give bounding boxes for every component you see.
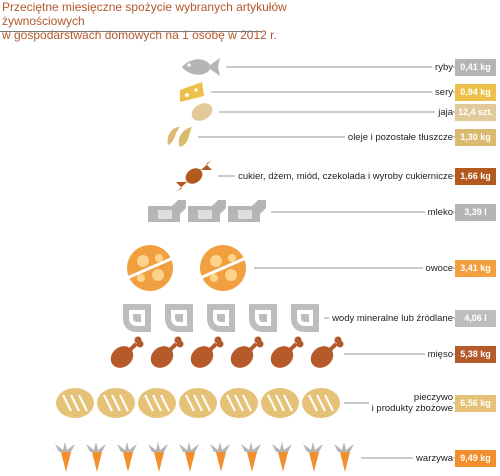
drumstick-icon <box>110 336 144 368</box>
carrot-icon <box>303 442 323 472</box>
row-label: oleje i pozostałe tłuszcze <box>344 131 453 143</box>
orange-icon <box>199 245 247 291</box>
row-label: cukier, dżem, miód, czekolada i wyroby c… <box>235 170 453 182</box>
carrot-icon <box>210 442 230 472</box>
row-label: ryby <box>432 61 453 73</box>
row-label: warzywa <box>413 452 453 464</box>
bread-icon <box>138 388 176 418</box>
drumstick-icon <box>310 336 344 368</box>
row-value: 0,41 kg <box>455 58 496 76</box>
row-value: 6,56 kg <box>455 394 496 412</box>
water-drop-icon <box>291 304 319 332</box>
row-value: 9,49 kg <box>455 449 496 467</box>
oil-drop-icon <box>167 127 192 147</box>
carrot-icon <box>334 442 354 472</box>
carrot-icon <box>86 442 106 472</box>
chart-title-line-1: Przeciętne miesięczne spożycie wybranych… <box>2 0 287 28</box>
bread-icon <box>179 388 217 418</box>
carrot-icon <box>241 442 261 472</box>
carrot-icon <box>179 442 199 472</box>
fish-icon <box>182 58 220 76</box>
carrot-icon <box>272 442 292 472</box>
water-drop-icon <box>123 304 151 332</box>
bread-icon <box>261 388 299 418</box>
water-drop-icon <box>207 304 235 332</box>
candy-icon <box>176 160 212 192</box>
row-label: mięso <box>424 348 453 360</box>
milk-bottle-icon <box>148 200 186 222</box>
water-drop-icon <box>249 304 277 332</box>
row-label: wody mineralne lub źródlane <box>329 312 453 324</box>
bread-icon <box>56 388 94 418</box>
milk-bottle-icon <box>188 200 226 222</box>
row-value: 12,4 szt. <box>455 103 496 121</box>
bread-icon <box>302 388 340 418</box>
row-value: 4,06 l <box>455 309 496 327</box>
drumstick-icon <box>230 336 264 368</box>
drumstick-icon <box>150 336 184 368</box>
cheese-icon <box>180 82 204 102</box>
row-value: 3,39 l <box>455 203 496 221</box>
row-value: 0,94 kg <box>455 83 496 101</box>
carrot-icon <box>148 442 168 472</box>
row-label: mleko <box>424 206 453 218</box>
carrot-icon <box>55 442 75 472</box>
row-label: owoce <box>422 262 453 274</box>
drumstick-icon <box>190 336 224 368</box>
milk-bottle-icon <box>228 200 266 222</box>
row-value: 1,30 kg <box>455 128 496 146</box>
water-drop-icon <box>165 304 193 332</box>
carrot-icon <box>117 442 137 472</box>
bread-icon <box>220 388 258 418</box>
bread-icon <box>97 388 135 418</box>
row-value: 5,38 kg <box>455 345 496 363</box>
row-label: sery <box>432 86 453 98</box>
drumstick-icon <box>270 336 304 368</box>
row-value: 1,66 kg <box>455 167 496 185</box>
row-label: jaja <box>435 106 453 118</box>
row-value: 3,41 kg <box>455 259 496 277</box>
orange-icon <box>126 245 174 291</box>
title-underline <box>0 31 262 32</box>
egg-icon <box>191 103 213 121</box>
row-label: pieczywo i produkty zbożowe <box>368 392 453 414</box>
